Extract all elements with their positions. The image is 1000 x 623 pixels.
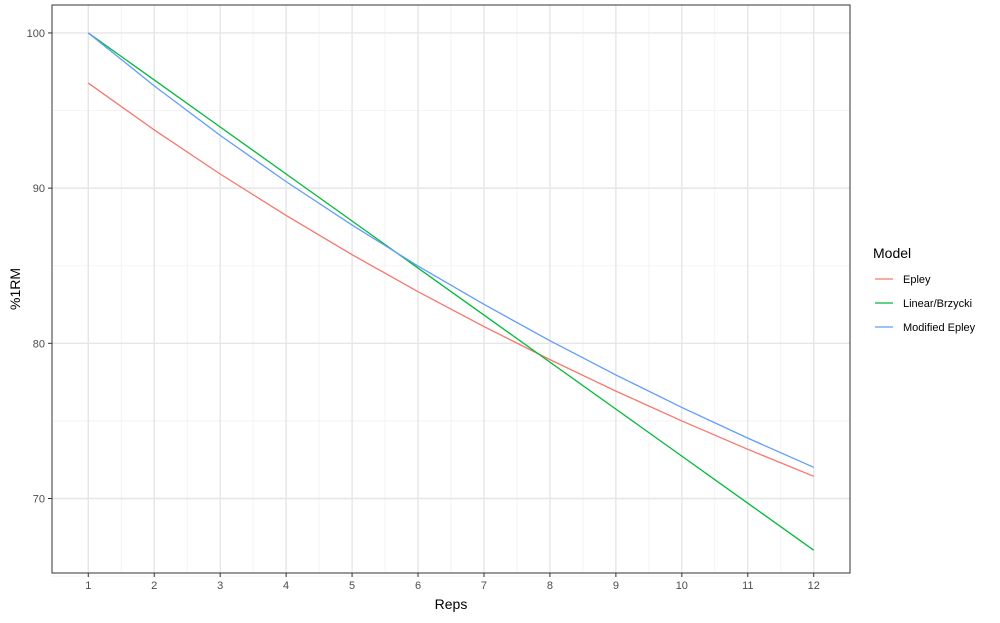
x-tick-label: 11 [742,580,753,592]
x-tick-label: 4 [283,580,289,592]
y-axis-label: %1RM [7,268,23,310]
x-tick-label: 2 [151,580,157,592]
x-tick-label: 6 [415,580,421,592]
x-tick-label: 12 [808,580,820,592]
x-tick-label: 9 [613,580,619,592]
x-tick-label: 10 [676,580,688,592]
legend-title: Model [873,245,911,261]
x-tick-label: 8 [547,580,553,592]
x-axis-label: Reps [435,596,468,612]
legend-label: Linear/Brzycki [903,298,972,310]
x-tick-label: 7 [481,580,487,592]
series-line-modified-epley [87,32,814,468]
y-tick-label: 100 [27,28,45,40]
x-tick-label: 5 [349,580,355,592]
series-line-linear-brzycki [87,32,815,551]
y-tick-label: 80 [33,338,45,350]
x-tick-label: 1 [85,580,91,592]
legend-label: Epley [903,274,931,286]
y-tick-label: 70 [33,494,45,506]
y-tick-label: 90 [33,183,45,195]
series-line-epley [87,82,814,477]
legend-label: Modified Epley [903,322,976,334]
panel-border [51,4,851,574]
x-tick-label: 3 [217,580,223,592]
